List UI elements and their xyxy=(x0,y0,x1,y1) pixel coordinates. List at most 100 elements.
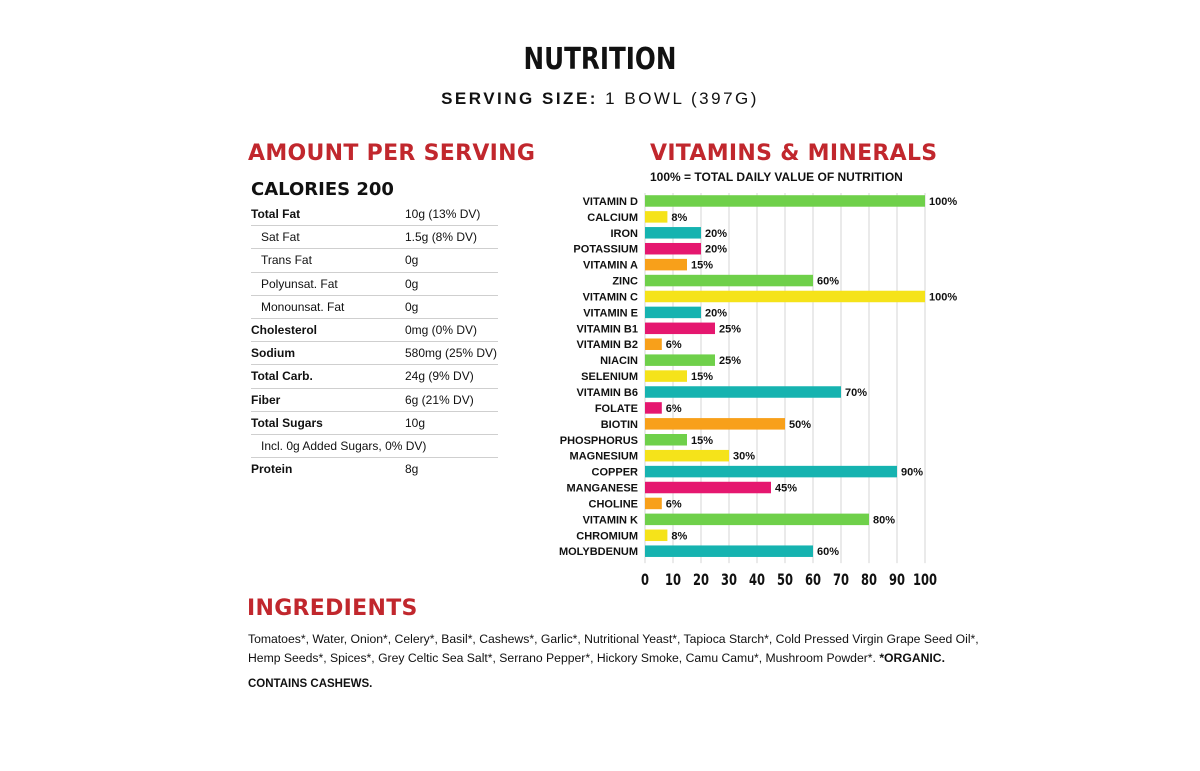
bar xyxy=(645,465,897,478)
bar xyxy=(645,481,771,494)
category-label: CALCIUM xyxy=(587,212,638,224)
organic-note: *ORGANIC. xyxy=(879,651,945,665)
nutrition-label: Sat Fat xyxy=(261,230,300,245)
calories: CALORIES 200 xyxy=(251,179,394,200)
bar xyxy=(645,354,715,366)
nutrition-row: Cholesterol 0mg (0% DV) xyxy=(251,319,498,343)
nutrition-label: Trans Fat xyxy=(261,253,312,268)
nutrition-row: Total Carb. 24g (9% DV) xyxy=(251,365,498,389)
value-label: 6% xyxy=(666,339,682,351)
value-label: 20% xyxy=(705,307,727,319)
nutrition-row: Trans Fat 0g xyxy=(251,249,498,273)
nutrition-label: Protein xyxy=(251,462,293,477)
category-label: FOLATE xyxy=(595,403,638,415)
nutrition-row: Monounsat. Fat 0g xyxy=(251,296,498,319)
value-label: 25% xyxy=(719,323,741,335)
value-label: 8% xyxy=(671,212,687,224)
x-tick-label: 20 xyxy=(693,572,709,590)
value-label: 60% xyxy=(817,546,839,558)
category-label: POTASSIUM xyxy=(573,244,638,256)
nutrition-label: Total Carb. xyxy=(251,369,313,384)
category-label: VITAMIN D xyxy=(583,196,638,208)
category-label: NIACIN xyxy=(600,355,638,367)
bar xyxy=(645,195,925,207)
nutrition-value: 580mg (25% DV) xyxy=(405,346,498,361)
nutrition-value: 0g xyxy=(405,299,419,314)
nutrition-row: Incl. 0g Added Sugars, 0% DV) xyxy=(251,435,498,459)
x-tick-label: 80 xyxy=(861,572,877,590)
value-label: 6% xyxy=(666,498,682,510)
vitamins-bar-chart: VITAMIN D 100% CALCIUM 8% IRON 20% POTASSIUM 20… xyxy=(559,193,957,590)
bar xyxy=(645,258,687,271)
nutrition-value: 0g xyxy=(405,253,419,268)
nutrition-label: Monounsat. Fat xyxy=(261,299,345,314)
vitamins-minerals-heading: VITAMINS & MINERALS xyxy=(650,141,938,166)
value-label: 80% xyxy=(873,514,895,526)
category-label: VITAMIN C xyxy=(583,291,638,303)
value-label: 50% xyxy=(789,419,811,431)
bar xyxy=(645,449,729,462)
value-label: 20% xyxy=(705,244,727,256)
bar xyxy=(645,434,687,446)
category-label: VITAMIN B2 xyxy=(576,339,638,351)
category-label: BIOTIN xyxy=(601,419,638,431)
value-label: 45% xyxy=(775,483,797,495)
serving-size-value: 1 BOWL (397G) xyxy=(597,89,759,108)
x-tick-label: 90 xyxy=(889,572,905,590)
category-label: MANGANESE xyxy=(566,483,638,495)
nutrition-label: Incl. 0g Added Sugars, 0% DV) xyxy=(261,438,427,453)
value-label: 20% xyxy=(705,228,727,240)
nutrition-value: 6g (21% DV) xyxy=(405,392,474,407)
nutrition-row: Sat Fat 1.5g (8% DV) xyxy=(251,226,498,250)
allergen-note: CONTAINS CASHEWS. xyxy=(248,678,373,690)
nutrition-value: 10g xyxy=(405,415,426,430)
nutrition-label: Total Sugars xyxy=(251,415,323,430)
nutrition-label: Total Fat xyxy=(251,207,301,222)
bar xyxy=(645,529,668,542)
nutrition-value: 8g xyxy=(405,462,419,477)
value-label: 15% xyxy=(691,371,713,383)
category-label: CHOLINE xyxy=(589,498,639,510)
category-label: IRON xyxy=(611,228,639,240)
nutrition-row: Fiber 6g (21% DV) xyxy=(251,389,498,412)
category-label: MOLYBDENUM xyxy=(559,546,638,558)
bar xyxy=(645,242,701,255)
nutrition-label: Cholesterol xyxy=(251,323,318,338)
page-title: NUTRITION xyxy=(523,42,677,77)
nutrition-value: 10g (13% DV) xyxy=(405,207,481,222)
value-label: 100% xyxy=(929,291,957,303)
nutrition-value: 24g (9% DV) xyxy=(405,369,474,384)
nutrition-label: Fiber xyxy=(251,392,281,407)
value-label: 70% xyxy=(845,387,867,399)
value-label: 8% xyxy=(671,530,687,542)
nutrition-value: 0mg (0% DV) xyxy=(405,323,478,338)
category-label: MAGNESIUM xyxy=(570,451,638,463)
bar xyxy=(645,402,662,414)
serving-size-label: SERVING SIZE: xyxy=(441,89,598,108)
nutrition-table: Total Fat 10g (13% DV) Sat Fat 1.5g (8% DV)… xyxy=(251,203,498,480)
category-label: VITAMIN B1 xyxy=(576,323,638,335)
ingredients-text: Tomatoes*, Water, Onion*, Celery*, Basil… xyxy=(248,630,983,668)
nutrition-row: Protein 8g xyxy=(251,458,498,480)
x-tick-label: 0 xyxy=(641,572,649,590)
chart-subtitle: 100% = TOTAL DAILY VALUE OF NUTRITION xyxy=(650,170,903,184)
nutrition-row: Total Fat 10g (13% DV) xyxy=(251,203,498,227)
bar xyxy=(645,338,662,350)
nutrition-label: Sodium xyxy=(251,346,295,361)
ingredients-heading: INGREDIENTS xyxy=(247,596,418,621)
value-label: 60% xyxy=(817,276,839,288)
bar xyxy=(645,513,869,526)
category-label: COPPER xyxy=(592,467,639,479)
category-label: PHOSPHORUS xyxy=(560,435,638,447)
value-label: 30% xyxy=(733,451,755,463)
value-label: 90% xyxy=(901,467,923,479)
bar xyxy=(645,497,662,510)
nutrition-row: Polyunsat. Fat 0g xyxy=(251,273,498,296)
category-label: ZINC xyxy=(612,276,638,288)
category-label: VITAMIN A xyxy=(583,260,638,272)
value-label: 25% xyxy=(719,355,741,367)
bar xyxy=(645,211,668,223)
bar xyxy=(645,386,841,398)
nutrition-row: Sodium 580mg (25% DV) xyxy=(251,342,498,366)
x-tick-label: 100 xyxy=(913,572,937,590)
